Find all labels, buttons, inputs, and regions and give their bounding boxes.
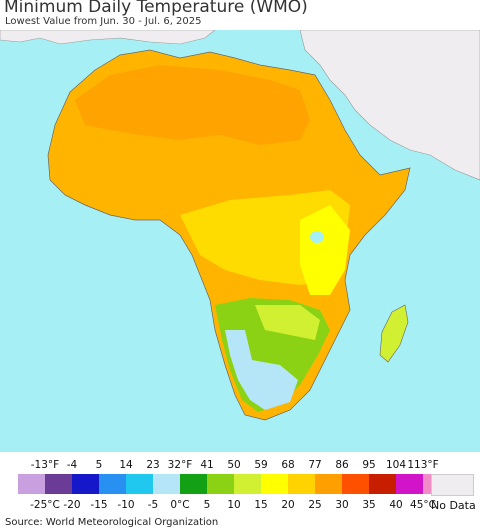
legend-swatch	[99, 474, 126, 494]
legend-fahrenheit-label: 95	[362, 459, 376, 471]
legend-swatch	[261, 474, 288, 494]
legend-celsius-label: 35	[362, 499, 376, 511]
map-subtitle: Lowest Value from Jun. 30 - Jul. 6, 2025	[5, 16, 202, 27]
legend-swatch	[234, 474, 261, 494]
cold-interior-zone	[225, 330, 298, 410]
sahara-zone	[75, 65, 310, 145]
legend-celsius-label: -5	[147, 499, 159, 511]
legend-swatch	[153, 474, 180, 494]
legend-swatch	[180, 474, 207, 494]
legend-fahrenheit-label: 86	[335, 459, 349, 471]
lake-victoria	[310, 231, 324, 243]
legend-fahrenheit-label: 77	[308, 459, 322, 471]
map-title: Minimum Daily Temperature (WMO)	[4, 0, 308, 17]
legend-fahrenheit-label: 41	[200, 459, 214, 471]
africa-map-svg	[0, 29, 480, 452]
legend-fahrenheit-label: -4	[66, 459, 78, 471]
source-credit: Source: World Meteorological Organizatio…	[5, 517, 219, 528]
legend-fahrenheit-label: 14	[119, 459, 133, 471]
legend-swatch	[396, 474, 423, 494]
legend-fahrenheit-label: 32°F	[167, 459, 193, 471]
legend-fahrenheit-label: 23	[146, 459, 160, 471]
legend-no-data-label: No Data	[431, 499, 476, 512]
legend-fahrenheit-label: 68	[281, 459, 295, 471]
legend-swatch	[288, 474, 315, 494]
legend-fahrenheit-label: 5	[95, 459, 103, 471]
legend-no-data-swatch	[431, 474, 474, 496]
legend-celsius-label: 5	[203, 499, 211, 511]
legend-celsius-label: 30	[335, 499, 349, 511]
east-africa-zone	[300, 205, 350, 295]
legend-celsius-label: -10	[117, 499, 135, 511]
legend-swatch	[18, 474, 45, 494]
legend-swatch	[369, 474, 396, 494]
legend-fahrenheit-label: 50	[227, 459, 241, 471]
legend-swatch	[207, 474, 234, 494]
legend-celsius-label: 20	[281, 499, 295, 511]
legend-celsius-label: 10	[227, 499, 241, 511]
temperature-map	[0, 29, 480, 452]
legend-celsius-label: 0°C	[170, 499, 190, 511]
europe-land	[0, 29, 216, 45]
madagascar	[379, 304, 409, 363]
legend-fahrenheit-label: 104	[385, 459, 407, 471]
legend-celsius-label: 45°C	[410, 499, 436, 511]
legend-fahrenheit-label: 113°F	[407, 459, 439, 471]
legend-fahrenheit-label: 59	[254, 459, 268, 471]
legend-celsius-label: -15	[90, 499, 108, 511]
legend-swatch	[342, 474, 369, 494]
legend-swatch	[126, 474, 153, 494]
legend-swatch	[45, 474, 72, 494]
legend-swatch	[72, 474, 99, 494]
legend-fahrenheit-label: -13°F	[30, 459, 60, 471]
middle-east-land	[299, 29, 480, 181]
southern-yellowgreen-zone	[255, 305, 320, 340]
legend-celsius-label: -25°C	[30, 499, 60, 511]
legend-celsius-label: 15	[254, 499, 268, 511]
legend-celsius-label: 25	[308, 499, 322, 511]
legend-celsius-label: 40	[389, 499, 403, 511]
legend-celsius-label: -20	[63, 499, 81, 511]
legend-swatch	[315, 474, 342, 494]
